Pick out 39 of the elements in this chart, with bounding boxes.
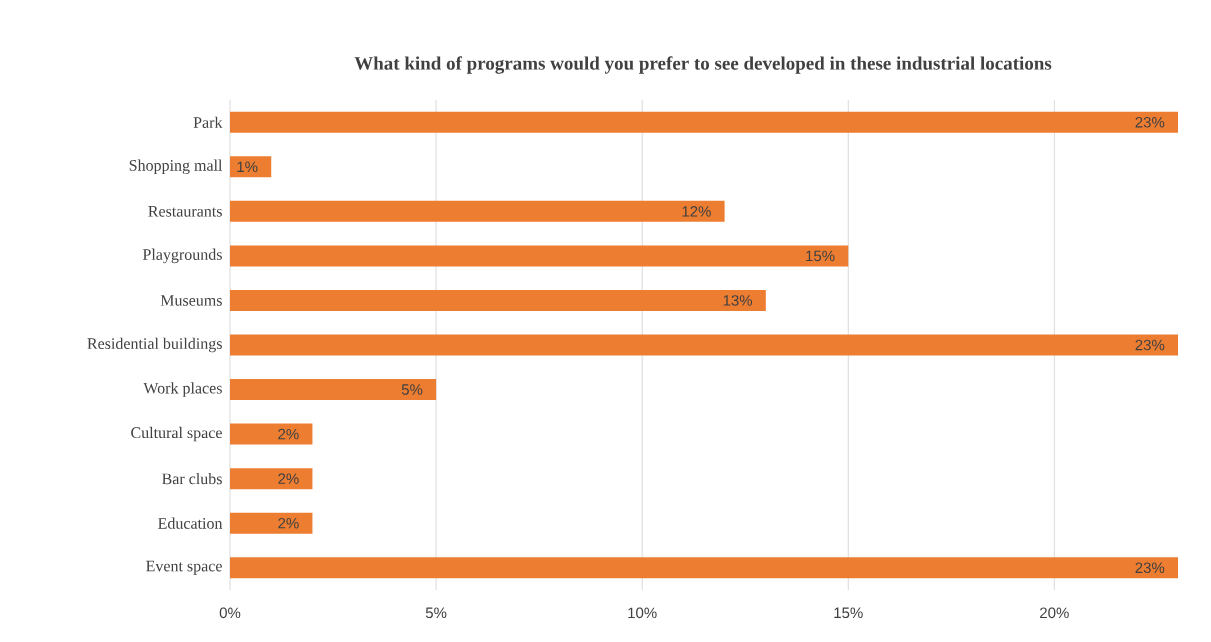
bar	[230, 423, 313, 445]
data-label: 23%	[1135, 116, 1165, 128]
data-label: 2%	[278, 428, 299, 440]
bar	[230, 289, 766, 311]
x-tick-label: 15%	[834, 607, 863, 619]
data-label: 15%	[806, 250, 835, 262]
y-tick-label: Work places	[143, 382, 222, 397]
y-tick-label: Residential buildings	[87, 337, 222, 353]
bar	[230, 156, 272, 178]
y-tick-label: Cultural space	[131, 426, 222, 442]
x-tick-label: 0%	[219, 607, 241, 619]
bar	[230, 200, 725, 222]
x-tick-label: 20%	[1040, 607, 1069, 619]
chart-title: What kind of programs would you prefer to see developed in these industrial locations	[354, 56, 1052, 74]
bar	[230, 111, 1178, 133]
bar	[230, 512, 313, 534]
y-tick-label: Park	[193, 116, 223, 128]
y-tick-label: Playgrounds	[142, 248, 222, 264]
bar	[230, 245, 849, 267]
bar	[230, 468, 313, 490]
data-label: 23%	[1135, 562, 1165, 574]
data-label: 1%	[237, 161, 258, 173]
data-label: 12%	[682, 206, 711, 217]
bar	[230, 334, 1178, 356]
y-tick-label: Restaurants	[148, 206, 222, 217]
y-tick-label: Bar clubs	[162, 473, 222, 485]
x-tick-label: 5%	[425, 607, 447, 619]
data-label: 23%	[1135, 339, 1165, 351]
data-label: 13%	[723, 295, 753, 306]
bar	[230, 379, 437, 401]
bar	[230, 557, 1178, 579]
data-label: 2%	[278, 473, 299, 484]
data-label: 5%	[401, 384, 423, 395]
y-tick-label: Shopping mall	[129, 159, 223, 175]
x-tick-label: 10%	[628, 607, 657, 619]
data-label: 2%	[278, 517, 299, 529]
y-tick-label: Education	[158, 517, 223, 529]
y-tick-label: Museums	[160, 295, 222, 306]
y-tick-label: Event space	[146, 560, 222, 575]
